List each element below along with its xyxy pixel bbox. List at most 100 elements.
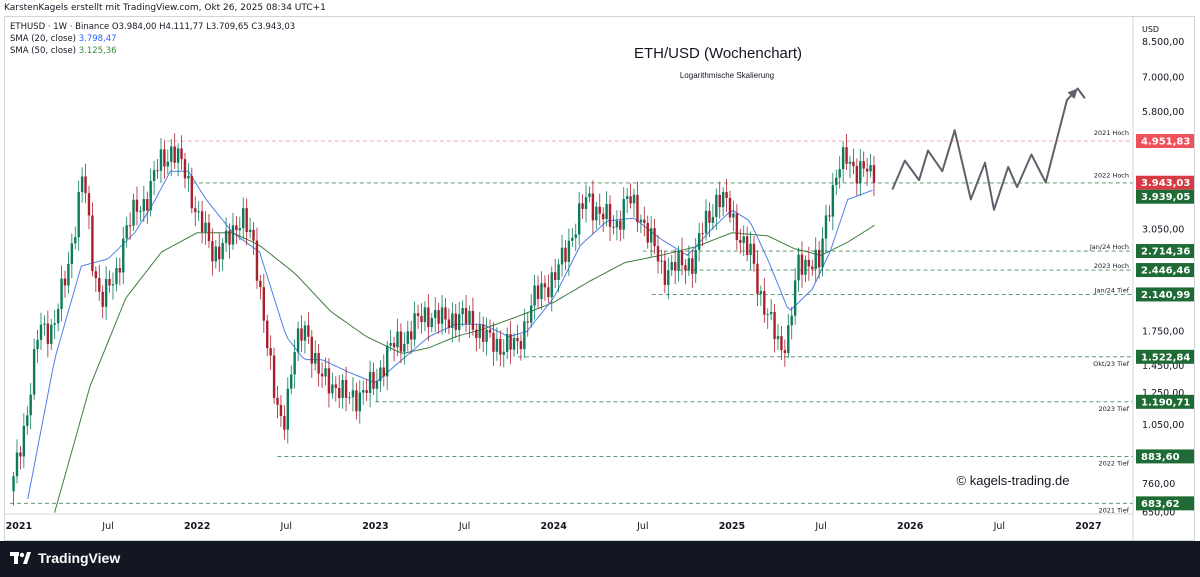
candle-body xyxy=(625,196,629,200)
y-tick-label-10: 650,00 xyxy=(1142,508,1175,519)
candle-body xyxy=(46,323,50,344)
tradingview-logo[interactable]: TradingView xyxy=(10,550,120,566)
candle-body xyxy=(399,331,403,352)
legend-sma50[interactable]: SMA (50, close) 3.125,36 xyxy=(10,45,295,57)
candle-body xyxy=(728,197,732,218)
legend-sma50-label: SMA (50, close) xyxy=(10,46,76,56)
price-badge-0 xyxy=(1136,134,1194,149)
candle-body xyxy=(338,387,341,399)
time-axis[interactable]: 2021 Jul 2022 Jul 2023 Jul 2024 Jul 2025 Jul 2026 J… xyxy=(5,513,1133,532)
candle-body xyxy=(427,307,430,328)
price-chart[interactable]: ETH/USD (Wochenchart) Logarithmische Ska… xyxy=(0,0,1200,541)
sma50-line-group xyxy=(54,224,875,513)
chart-legend: ETHUSD · 1W · Binance O3.984,00 H4.111,7… xyxy=(10,21,295,57)
candle-body xyxy=(629,196,632,204)
candle xyxy=(146,191,149,224)
candle xyxy=(715,188,718,230)
y-tick-label-0: 8.500,00 xyxy=(1142,37,1184,48)
candle xyxy=(163,139,166,179)
candle xyxy=(756,250,759,307)
candle xyxy=(159,138,163,183)
price-badge-label-3: 2.714,36 xyxy=(1141,247,1190,258)
candle-body xyxy=(547,287,550,298)
legend-sma20[interactable]: SMA (20, close) 3.798,47 xyxy=(10,33,295,45)
candle-body xyxy=(173,146,176,163)
candle xyxy=(512,333,516,357)
x-tick-label-11: Jul xyxy=(993,521,1005,532)
candle-body xyxy=(437,310,440,324)
candle-body xyxy=(334,384,337,388)
candle xyxy=(50,318,53,351)
candle-body xyxy=(211,241,214,262)
candle xyxy=(242,197,245,240)
candle xyxy=(327,358,331,408)
candle xyxy=(12,471,15,506)
candle-body xyxy=(194,208,197,213)
candle-body xyxy=(516,337,519,342)
candle-body xyxy=(146,198,149,211)
price-axis[interactable]: USD 8.500,00 7.000,00 5.800,00 3.050,00 1.75… xyxy=(1132,17,1184,541)
candle-body xyxy=(811,266,814,270)
price-badge-9 xyxy=(1136,496,1194,511)
support-resistance-levels xyxy=(10,140,1133,504)
candle-body xyxy=(543,283,547,288)
candle-body xyxy=(461,307,464,315)
candle-body xyxy=(458,314,461,330)
y-tick-label-4: 1.750,00 xyxy=(1142,326,1184,337)
candle-body xyxy=(231,225,235,245)
candle xyxy=(94,266,98,293)
chart-attribution: KarstenKagels erstellt mit TradingView.c… xyxy=(0,0,1200,16)
candle-body xyxy=(252,229,255,241)
candle-body xyxy=(759,291,763,294)
candle-body xyxy=(677,250,680,271)
chart-frame xyxy=(4,16,1195,541)
candle xyxy=(142,185,146,222)
candle xyxy=(36,329,39,363)
candle-body xyxy=(745,236,749,256)
candle xyxy=(845,133,848,171)
price-badge-label-1: 3.943,03 xyxy=(1141,178,1190,189)
candle xyxy=(550,266,553,312)
candle xyxy=(742,225,745,257)
candle-body xyxy=(673,262,677,271)
candle xyxy=(636,181,639,233)
candle-body xyxy=(769,311,773,315)
candle xyxy=(231,212,235,250)
chart-title: ETH/USD (Wochenchart) xyxy=(634,45,802,62)
candle-body xyxy=(300,328,303,341)
candle-body xyxy=(67,263,70,286)
candle-body xyxy=(519,341,523,350)
candle-body xyxy=(581,203,584,209)
price-badge-label-8: 883,60 xyxy=(1141,452,1180,463)
candle xyxy=(447,308,451,335)
candle-body xyxy=(132,199,135,226)
candle-body xyxy=(142,198,146,212)
level-name-0: 2021 Hoch xyxy=(1094,129,1129,137)
candle-body xyxy=(221,242,224,260)
candle xyxy=(553,259,557,289)
candle xyxy=(358,380,361,424)
candle-body xyxy=(492,332,495,352)
candle xyxy=(108,270,111,293)
candle xyxy=(769,299,773,321)
candle-body xyxy=(355,390,358,412)
candle-body xyxy=(128,225,132,227)
candle xyxy=(667,257,670,300)
candle-body xyxy=(595,206,598,221)
candle xyxy=(22,413,26,469)
candle xyxy=(780,326,783,361)
candle-body xyxy=(481,324,485,342)
candle xyxy=(211,228,214,276)
candle-body xyxy=(410,331,413,340)
candle-body xyxy=(636,194,639,223)
candle xyxy=(194,196,197,227)
candle xyxy=(814,237,817,282)
candle xyxy=(728,190,732,223)
candle-body xyxy=(29,394,32,416)
candle xyxy=(63,270,67,298)
candle-body xyxy=(715,194,718,217)
candle-body xyxy=(159,149,163,171)
candle xyxy=(279,395,283,427)
candle-body xyxy=(862,161,865,169)
candle xyxy=(248,217,252,239)
